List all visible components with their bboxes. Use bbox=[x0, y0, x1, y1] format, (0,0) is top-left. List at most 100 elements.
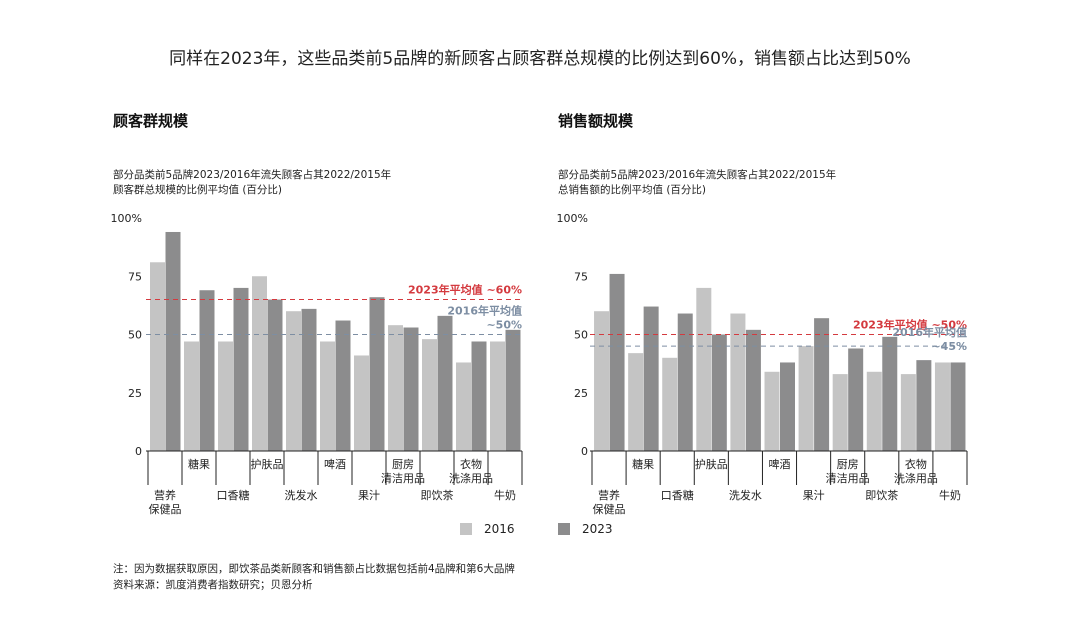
right-ytick-label: 0 bbox=[581, 445, 588, 458]
left-subtitle-line1: 部分品类前5品牌2023/2016年流失顾客占其2022/2015年 bbox=[113, 169, 392, 181]
legend-swatch-2023 bbox=[558, 523, 570, 535]
left-bar-2023 bbox=[335, 320, 351, 451]
left-ytick-label: 100% bbox=[111, 212, 142, 225]
right-ref-label-blue-line1: 2016年平均值 bbox=[892, 325, 967, 339]
left-panel-subtitle: 部分品类前5品牌2023/2016年流失顾客占其2022/2015年 顾客群总规… bbox=[113, 168, 391, 198]
right-bar-2023 bbox=[814, 318, 830, 451]
left-ytick-label: 0 bbox=[135, 445, 142, 458]
legend-swatch-2016 bbox=[460, 523, 472, 535]
right-panel-title: 销售额规模 bbox=[558, 112, 634, 130]
right-category-label: 厨房 bbox=[837, 458, 859, 471]
right-bar-2023 bbox=[780, 362, 795, 451]
footnote-source: 资料来源：凯度消费者指数研究；贝恩分析 bbox=[113, 579, 313, 591]
right-bar-2016 bbox=[900, 374, 916, 451]
right-category-label: 保健品 bbox=[593, 502, 626, 516]
right-bar-2023 bbox=[677, 313, 693, 451]
right-bar-2023 bbox=[745, 329, 761, 451]
right-ref-label-red: 2023年平均值 ~50% bbox=[853, 318, 967, 332]
left-ytick-label: 50 bbox=[128, 329, 142, 342]
left-bar-2023 bbox=[471, 341, 487, 451]
left-ytick-label: 75 bbox=[128, 270, 142, 283]
left-subtitle-line2: 顾客群总规模的比例平均值 (百分比) bbox=[113, 184, 283, 196]
left-category-label: 厨房 bbox=[392, 458, 414, 471]
left-category-label: 啤酒 bbox=[324, 457, 346, 471]
left-category-label: 清洁用品 bbox=[381, 472, 425, 485]
left-bar-2016 bbox=[490, 341, 505, 451]
right-ytick-label: 75 bbox=[574, 270, 588, 283]
footnote-note: 注：因为数据获取原因，即饮茶品类新顾客和销售额占比数据包括前4品牌和第6大品牌 bbox=[113, 563, 515, 575]
right-bar-2016 bbox=[832, 374, 848, 451]
left-category-label: 口香糖 bbox=[217, 488, 250, 502]
left-ref-label-red: 2023年平均值 ~60% bbox=[408, 283, 522, 297]
left-category-label: 营养 bbox=[154, 488, 176, 502]
right-bar-2016 bbox=[594, 311, 610, 451]
left-bar-2023 bbox=[199, 290, 215, 451]
right-bar-2023 bbox=[848, 348, 864, 451]
left-category-label: 保健品 bbox=[149, 502, 182, 516]
right-category-label: 啤酒 bbox=[769, 457, 791, 471]
left-bar-2016 bbox=[456, 362, 471, 451]
right-ytick-label: 100% bbox=[557, 212, 588, 225]
right-category-label: 清洁用品 bbox=[826, 472, 870, 485]
left-category-label: 糖果 bbox=[188, 457, 210, 471]
left-category-label: 洗发水 bbox=[285, 488, 318, 502]
left-bar-2023 bbox=[505, 329, 521, 451]
left-bar-2023 bbox=[403, 327, 419, 451]
right-bar-2016 bbox=[866, 371, 882, 451]
right-subtitle-line1: 部分品类前5品牌2023/2016年流失顾客占其2022/2015年 bbox=[558, 169, 837, 181]
legend-label-2023: 2023 bbox=[582, 522, 613, 536]
right-category-label: 护肤品 bbox=[695, 457, 728, 471]
left-bar-2023 bbox=[267, 299, 283, 451]
left-ytick-label: 25 bbox=[128, 387, 142, 400]
right-bar-2023 bbox=[643, 306, 659, 451]
right-category-label: 果汁 bbox=[803, 489, 825, 502]
right-bar-2016 bbox=[764, 371, 780, 451]
left-bar-2016 bbox=[354, 355, 369, 451]
left-category-label: 护肤品 bbox=[251, 457, 284, 471]
right-category-label: 口香糖 bbox=[661, 488, 694, 502]
right-category-label: 营养 bbox=[598, 488, 620, 502]
right-ytick-label: 25 bbox=[574, 387, 588, 400]
headline: 同样在2023年，这些品类前5品牌的新顾客占顾客群总规模的比例达到60%，销售额… bbox=[169, 49, 911, 69]
right-bar-2023 bbox=[609, 273, 625, 451]
right-ytick-label: 50 bbox=[574, 329, 588, 342]
right-category-label: 即饮茶 bbox=[865, 489, 898, 502]
left-bar-2016 bbox=[286, 311, 301, 451]
left-ref-label-blue-line1: 2016年平均值 bbox=[447, 304, 522, 318]
left-bar-2016 bbox=[150, 262, 165, 451]
right-bar-2016 bbox=[628, 353, 644, 451]
left-bar-2023 bbox=[233, 287, 249, 451]
right-bar-2023 bbox=[950, 362, 966, 451]
left-bar-2016 bbox=[422, 339, 437, 451]
legend-item-2016: 2016 bbox=[460, 522, 515, 536]
left-category-label: 衣物 bbox=[460, 457, 482, 471]
left-category-label: 洗涤用品 bbox=[449, 471, 493, 485]
right-bar-2023 bbox=[916, 360, 932, 451]
footnote: 注：因为数据获取原因，即饮茶品类新顾客和销售额占比数据包括前4品牌和第6大品牌 … bbox=[113, 561, 515, 593]
left-category-label: 即饮茶 bbox=[421, 489, 454, 502]
left-bar-2016 bbox=[218, 341, 233, 451]
right-category-label: 洗涤用品 bbox=[894, 471, 938, 485]
left-bar-2023 bbox=[437, 315, 453, 451]
left-panel-title: 顾客群规模 bbox=[113, 112, 189, 130]
right-ref-label-blue-line2: ~45% bbox=[931, 340, 967, 353]
right-subtitle-line2: 总销售额的比例平均值 (百分比) bbox=[558, 184, 707, 196]
right-category-label: 洗发水 bbox=[729, 488, 762, 502]
left-category-label: 牛奶 bbox=[494, 488, 516, 502]
left-ref-label-blue-line2: ~50% bbox=[486, 319, 522, 332]
left-bar-2016 bbox=[252, 276, 267, 451]
left-bar-2023 bbox=[301, 308, 317, 451]
right-category-label: 衣物 bbox=[905, 457, 927, 471]
right-bar-2016 bbox=[696, 287, 712, 451]
right-bar-2023 bbox=[882, 336, 898, 451]
left-bar-2023 bbox=[165, 231, 181, 451]
legend-item-2023: 2023 bbox=[558, 522, 613, 536]
right-category-label: 糖果 bbox=[632, 457, 654, 471]
right-bar-2016 bbox=[730, 313, 746, 451]
left-category-label: 果汁 bbox=[358, 489, 380, 502]
right-bar-2016 bbox=[662, 357, 678, 451]
right-bar-2016 bbox=[934, 362, 950, 451]
left-bar-2016 bbox=[320, 341, 335, 451]
